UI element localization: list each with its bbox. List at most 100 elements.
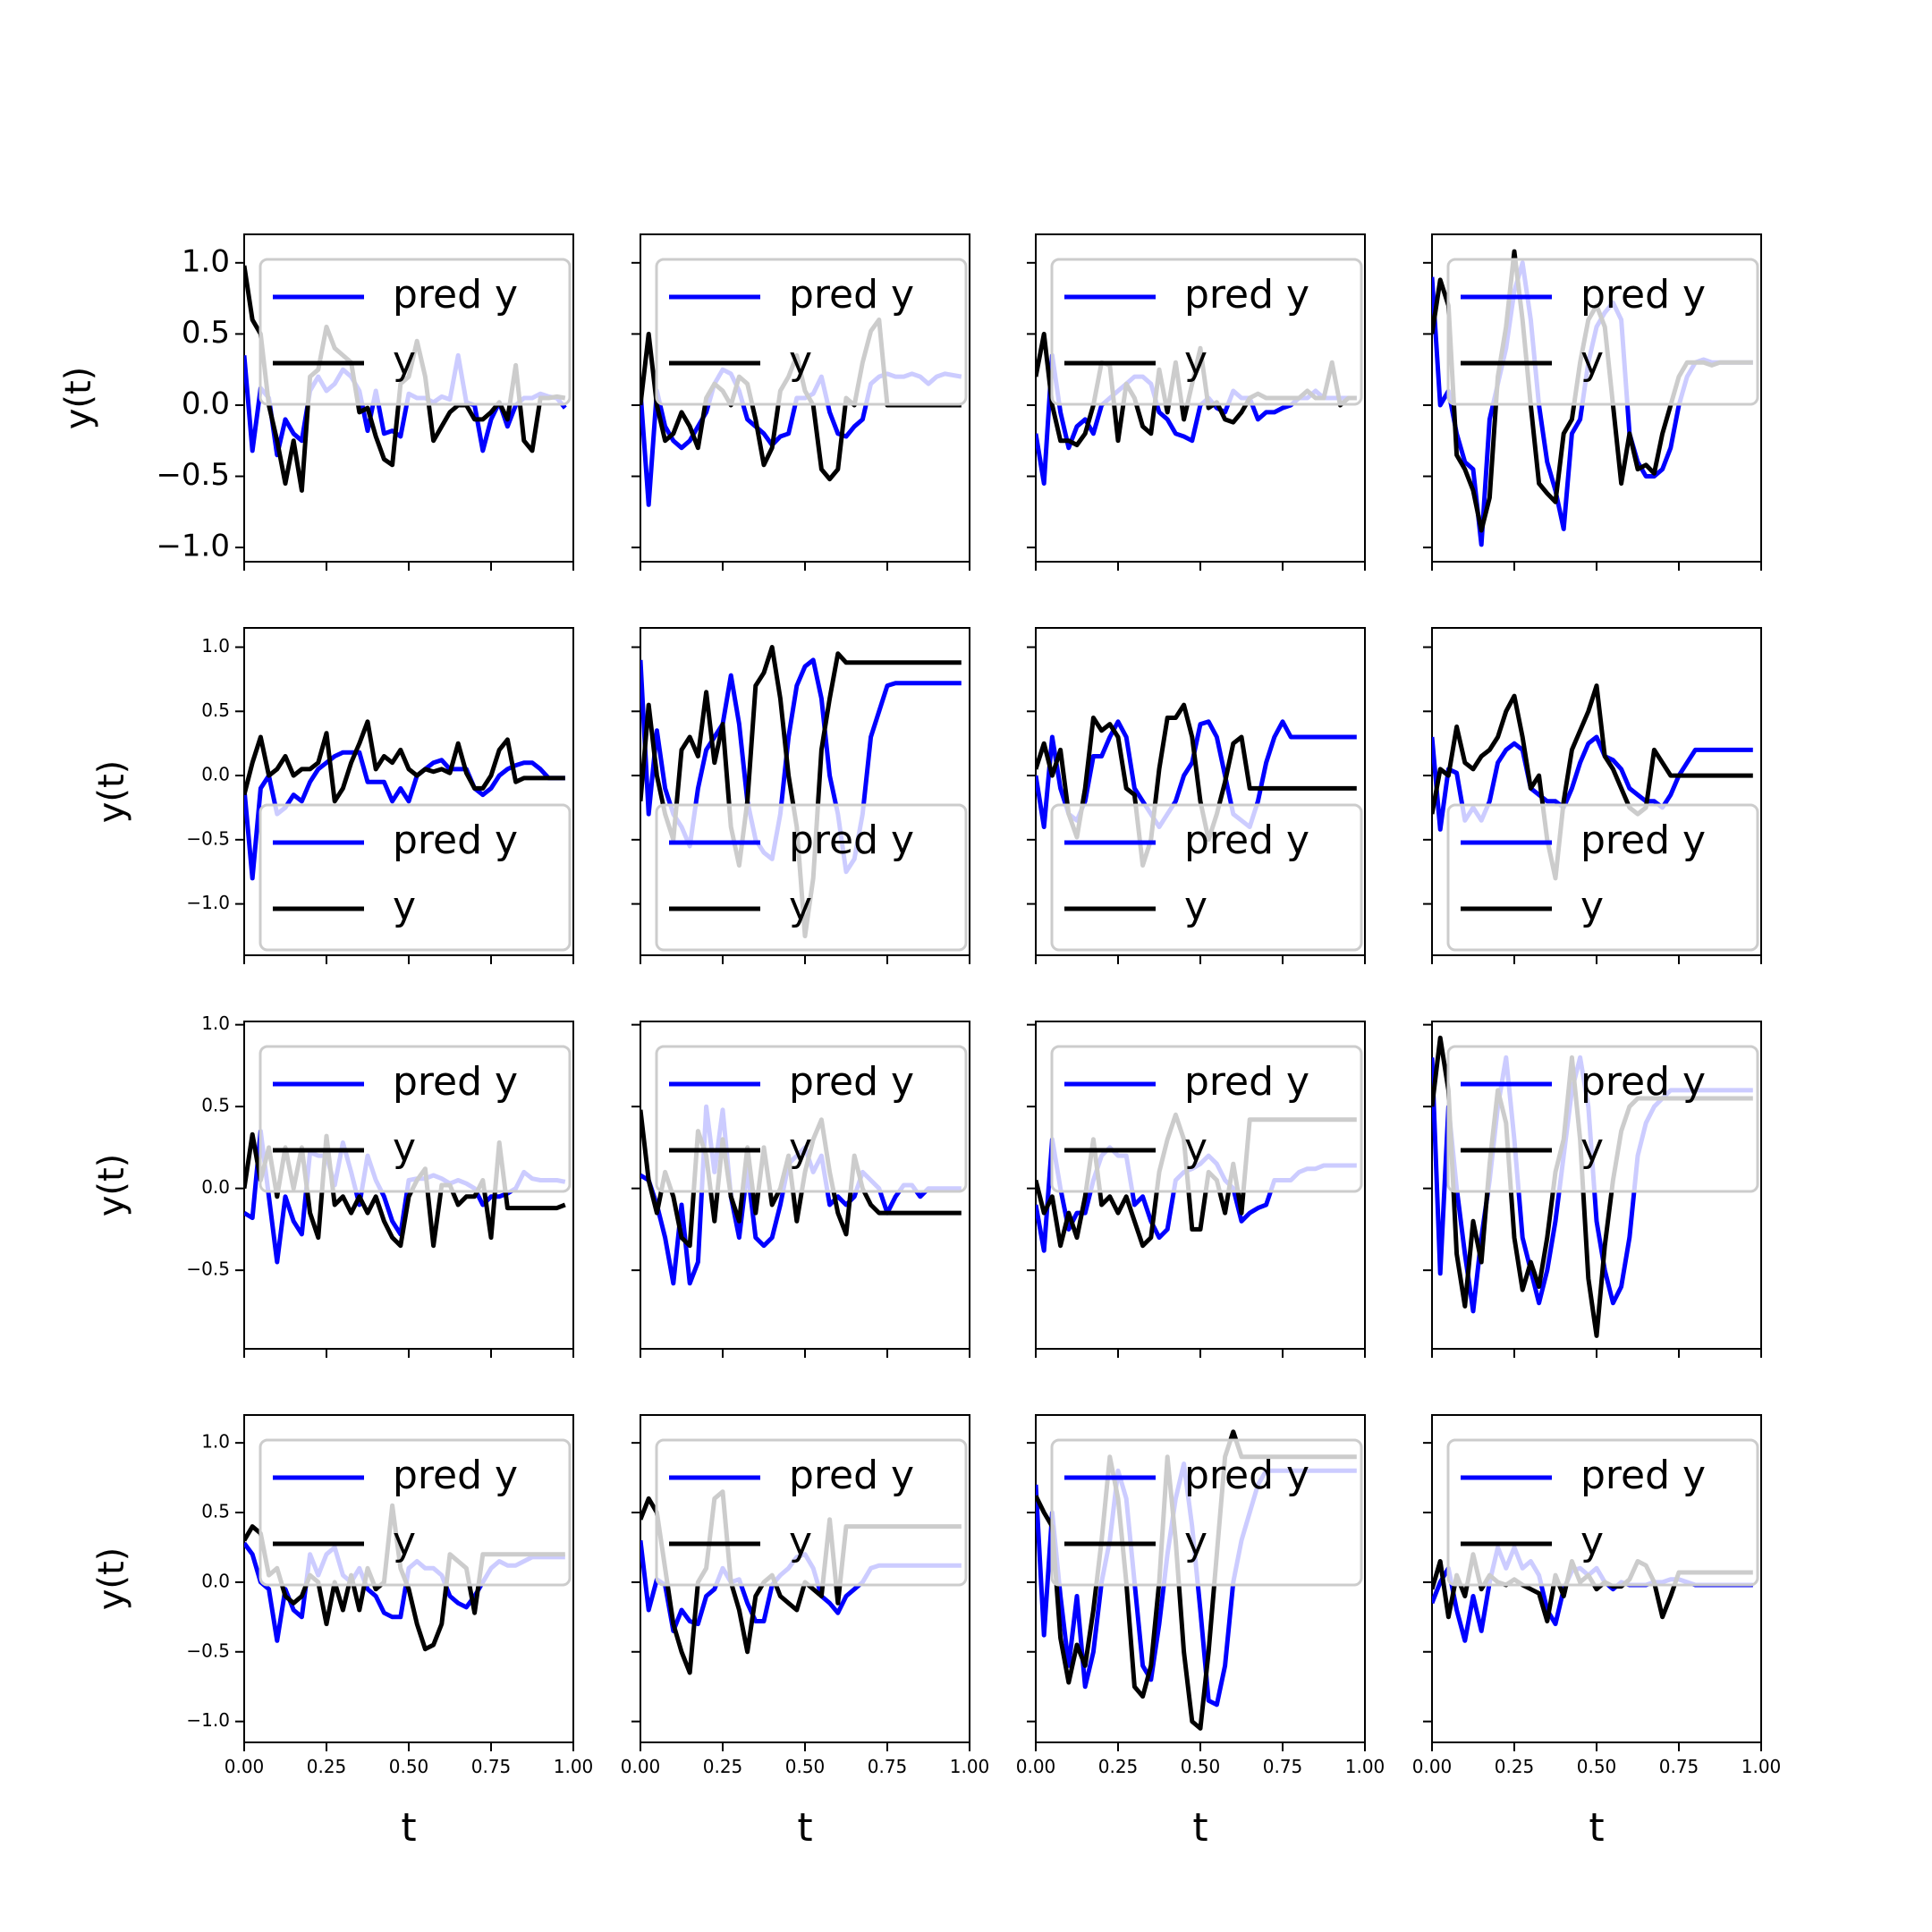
subplot-r1c2: pred y y <box>1027 627 1366 964</box>
y-tick-label: 0.5 <box>201 1501 230 1522</box>
x-tick-label: 0.75 <box>1659 1756 1699 1777</box>
legend-pred-y-label: pred y <box>1184 818 1309 863</box>
y-tick-label: 0.0 <box>182 386 230 421</box>
x-tick-label: 0.00 <box>1016 1756 1056 1777</box>
subplot-r0c3: pred y y <box>1423 233 1762 571</box>
subplot-r0c2: pred y y <box>1027 233 1366 571</box>
legend-pred-y-label: pred y <box>789 818 914 863</box>
legend-pred-y-label: pred y <box>789 1059 914 1105</box>
x-tick-label: 0.75 <box>868 1756 908 1777</box>
x-tick-label: 0.25 <box>1495 1756 1535 1777</box>
legend-y-label: y <box>1580 884 1604 929</box>
x-tick-label: 0.00 <box>621 1756 661 1777</box>
y-series-line <box>1432 683 1753 881</box>
legend-pred-y-label: pred y <box>1580 1453 1706 1498</box>
y-axis-label: y(t) <box>91 1547 132 1611</box>
legend-pred-y-label: pred y <box>1184 1059 1309 1105</box>
x-tick-label: 0.50 <box>785 1756 826 1777</box>
legend-y-label: y <box>1184 1519 1208 1564</box>
x-axis-label: t <box>1192 1805 1208 1851</box>
y-tick-label: −1.0 <box>156 529 230 564</box>
legend-y-label: y <box>1580 1125 1604 1171</box>
subplot-r2c1: pred y y <box>631 1021 970 1358</box>
y-tick-label: −0.5 <box>186 827 230 849</box>
subplot-r1c3: pred y y <box>1423 627 1762 964</box>
x-tick-label: 1.00 <box>950 1756 990 1777</box>
legend-y-label: y <box>1580 1519 1604 1564</box>
y-tick-label: 1.0 <box>201 635 230 657</box>
y-tick-label: 1.0 <box>182 243 230 279</box>
subplot-r3c3: 0.00 0.25 0.50 0.75 1.00 t pred y y <box>1412 1414 1782 1851</box>
y-tick-label: −0.5 <box>156 457 230 493</box>
legend-y-label: y <box>789 1125 812 1171</box>
legend-y-label: y <box>789 884 812 929</box>
legend-pred-y-label: pred y <box>789 272 914 318</box>
x-axis-label: t <box>401 1805 416 1851</box>
legend-y-label: y <box>789 1519 812 1564</box>
subplot-r2c3: pred y y <box>1423 1021 1762 1358</box>
legend-pred-y-label: pred y <box>1580 818 1706 863</box>
x-tick-label: 0.00 <box>225 1756 265 1777</box>
legend-pred-y-label: pred y <box>1184 272 1309 318</box>
legend-y-label: y <box>1580 338 1604 384</box>
y-tick-label: 0.0 <box>201 764 230 785</box>
legend-y-label: y <box>789 338 812 384</box>
pred-y-series-line <box>244 352 567 458</box>
y-tick-label: 0.5 <box>201 699 230 721</box>
y-tick-label: −1.0 <box>186 1709 230 1731</box>
y-tick-label: 0.0 <box>201 1176 230 1198</box>
legend-y-label: y <box>393 1125 416 1171</box>
legend-y-label: y <box>1184 338 1208 384</box>
legend-pred-y-label: pred y <box>393 1059 518 1105</box>
y-tick-label: 1.0 <box>201 1013 230 1034</box>
x-tick-label: 0.25 <box>703 1756 743 1777</box>
y-series-line <box>244 719 565 804</box>
subplot-r2c2: pred y y <box>1027 1021 1366 1358</box>
legend-pred-y-label: pred y <box>393 272 518 318</box>
y-tick-label: −0.5 <box>186 1640 230 1661</box>
subplot-r1c1: pred y y <box>631 627 970 964</box>
y-tick-label: −0.5 <box>186 1258 230 1280</box>
subplot-r1c0: −1.0 −0.5 0.0 0.5 1.0 y(t) pred y y <box>91 627 574 964</box>
legend-pred-y-label: pred y <box>1580 1059 1706 1105</box>
x-tick-label: 0.50 <box>1181 1756 1221 1777</box>
y-tick-label: 0.5 <box>182 315 230 351</box>
x-tick-label: 0.50 <box>389 1756 429 1777</box>
legend-y-label: y <box>393 1519 416 1564</box>
legend-pred-y-label: pred y <box>1184 1453 1309 1498</box>
legend-y-label: y <box>393 884 416 929</box>
legend-pred-y-label: pred y <box>393 818 518 863</box>
x-tick-label: 0.00 <box>1412 1756 1453 1777</box>
y-axis-label: y(t) <box>91 760 132 824</box>
legend-y-label: y <box>393 338 416 384</box>
y-axis-label: y(t) <box>91 1154 132 1217</box>
y-axis-label: y(t) <box>58 367 99 430</box>
legend-pred-y-label: pred y <box>789 1453 914 1498</box>
x-tick-label: 1.00 <box>1345 1756 1385 1777</box>
subplot-r3c0: −1.0 −0.5 0.0 0.5 1.0 0.00 0.25 0.50 0.75 1.00 y(t… <box>91 1414 594 1851</box>
y-tick-label: 0.5 <box>201 1095 230 1116</box>
x-tick-label: 1.00 <box>554 1756 594 1777</box>
subplot-r0c1: pred y y <box>631 233 970 571</box>
legend-pred-y-label: pred y <box>393 1453 518 1498</box>
x-tick-label: 1.00 <box>1741 1756 1782 1777</box>
y-tick-label: 1.0 <box>201 1431 230 1453</box>
x-tick-label: 0.75 <box>1263 1756 1303 1777</box>
y-series-line <box>1036 702 1357 868</box>
pred-y-series-line <box>1036 719 1357 829</box>
subplot-r0c0: −1.0 −0.5 0.0 0.5 1.0 y(t) pred y y <box>58 233 574 571</box>
subplot-r3c2: 0.00 0.25 0.50 0.75 1.00 t pred y y <box>1016 1414 1385 1851</box>
subplot-r3c1: 0.00 0.25 0.50 0.75 1.00 t pred y y <box>621 1414 990 1851</box>
x-tick-label: 0.25 <box>1098 1756 1139 1777</box>
legend-pred-y-label: pred y <box>1580 272 1706 318</box>
subplot-r2c0: −0.5 0.0 0.5 1.0 y(t) pred y y <box>91 1013 574 1358</box>
legend-y-label: y <box>1184 1125 1208 1171</box>
x-tick-label: 0.25 <box>307 1756 347 1777</box>
x-axis-label: t <box>1589 1805 1604 1851</box>
y-tick-label: −1.0 <box>186 892 230 913</box>
x-tick-label: 0.75 <box>471 1756 512 1777</box>
legend-y-label: y <box>1184 884 1208 929</box>
y-tick-label: 0.0 <box>201 1570 230 1591</box>
x-tick-label: 0.50 <box>1577 1756 1617 1777</box>
